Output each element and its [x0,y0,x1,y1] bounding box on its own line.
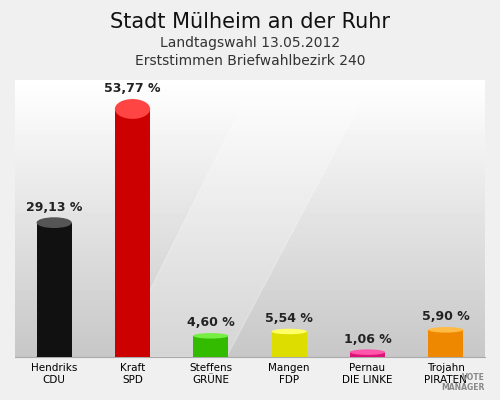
Ellipse shape [193,333,228,338]
Ellipse shape [428,356,464,358]
Ellipse shape [193,356,228,358]
Text: Landtagswahl 13.05.2012: Landtagswahl 13.05.2012 [160,36,340,50]
Text: 4,60 %: 4,60 % [187,316,234,329]
Ellipse shape [350,356,385,358]
Ellipse shape [272,356,307,358]
Bar [193,336,228,357]
Ellipse shape [36,354,72,360]
Text: Erststimmen Briefwahlbezirk 240: Erststimmen Briefwahlbezirk 240 [135,54,365,68]
Ellipse shape [115,352,150,362]
Text: Stadt Mülheim an der Ruhr: Stadt Mülheim an der Ruhr [110,12,390,32]
Bar [115,109,150,357]
Ellipse shape [115,99,150,119]
Ellipse shape [36,217,72,228]
Text: VOTE
MANAGER: VOTE MANAGER [442,373,485,392]
Bar [36,223,72,357]
Polygon shape [117,90,368,357]
Text: 5,90 %: 5,90 % [422,310,470,323]
Text: 1,06 %: 1,06 % [344,333,392,346]
Text: 5,54 %: 5,54 % [265,312,313,325]
Text: 53,77 %: 53,77 % [104,82,161,95]
Bar [350,352,385,357]
Bar [272,332,307,357]
Ellipse shape [428,327,464,332]
Ellipse shape [350,349,385,355]
Text: 29,13 %: 29,13 % [26,200,82,214]
Bar [428,330,464,357]
Ellipse shape [272,329,307,334]
